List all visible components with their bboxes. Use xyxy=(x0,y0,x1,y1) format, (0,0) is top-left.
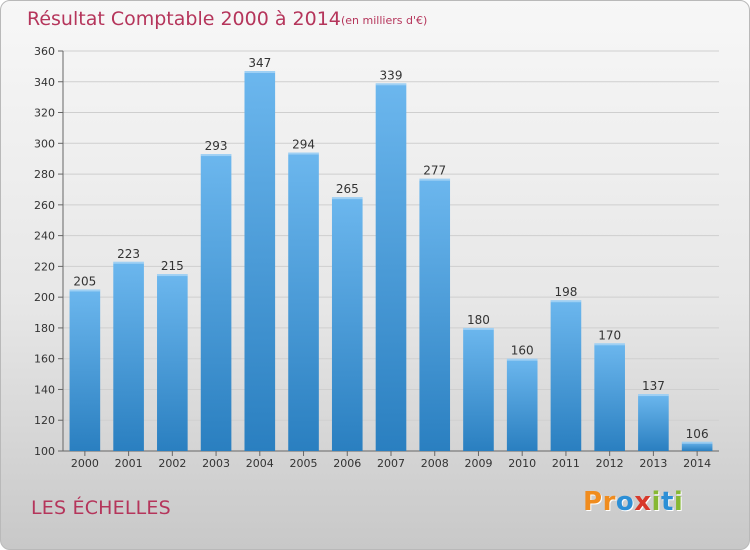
bar-highlight xyxy=(288,152,319,155)
bar-highlight xyxy=(69,289,101,292)
bar-2003[interactable] xyxy=(200,154,232,452)
data-label: 198 xyxy=(554,285,577,299)
bar-highlight xyxy=(157,274,188,277)
y-tick-label: 320 xyxy=(34,107,55,120)
y-tick-label: 100 xyxy=(34,445,55,458)
x-tick-label: 2004 xyxy=(246,457,274,470)
bar-highlight xyxy=(244,71,276,73)
y-tick-label: 120 xyxy=(34,414,55,427)
x-tick-label: 2008 xyxy=(421,457,449,470)
y-tick-label: 340 xyxy=(34,76,55,89)
bar-2009[interactable] xyxy=(463,327,494,451)
data-label: 223 xyxy=(117,247,140,261)
bar-2011[interactable] xyxy=(550,300,582,451)
y-tick-labels: 100 120 140 160 180 200 220 240 260 280 300 320 340 3… xyxy=(34,45,63,458)
bar-highlight xyxy=(550,300,582,303)
chart-title: Résultat Comptable 2000 à 2014 xyxy=(27,8,341,30)
bar-highlight xyxy=(463,327,494,330)
bar-highlight xyxy=(681,441,713,444)
data-label: 277 xyxy=(423,164,446,178)
data-label: 265 xyxy=(336,182,359,196)
chart-unit: (en milliers d'€) xyxy=(341,14,428,27)
x-tick-label: 2014 xyxy=(683,457,711,470)
y-tick-label: 280 xyxy=(34,168,55,181)
bar-2001[interactable] xyxy=(113,261,144,451)
x-tick-label: 2005 xyxy=(290,457,318,470)
y-tick-label: 360 xyxy=(34,45,55,58)
x-tick-label: 2001 xyxy=(115,457,143,470)
data-label: 106 xyxy=(686,427,709,441)
data-label: 180 xyxy=(467,313,490,327)
bar-highlight xyxy=(375,83,407,86)
bar-highlight xyxy=(419,178,451,181)
bar-highlight xyxy=(113,261,144,264)
data-label: 170 xyxy=(598,328,621,342)
bar-highlight xyxy=(638,394,669,397)
data-label: 294 xyxy=(292,138,315,152)
bar-2014[interactable] xyxy=(681,441,713,451)
bar-2006[interactable] xyxy=(331,197,363,451)
y-tick-label: 260 xyxy=(34,199,55,212)
bar-2013[interactable] xyxy=(638,394,669,451)
logo-letter: t xyxy=(660,487,674,517)
bar-highlight xyxy=(506,358,538,361)
x-tick-label: 2011 xyxy=(552,457,580,470)
bar-2002[interactable] xyxy=(157,274,188,451)
data-labels: 205 223 215 293 347 294 265 339 277 180 160 198 170 1… xyxy=(73,56,708,441)
town-name: LES ÉCHELLES xyxy=(31,497,171,519)
x-tick-label: 2012 xyxy=(596,457,624,470)
bar-2008[interactable] xyxy=(419,178,451,451)
logo-letter: x xyxy=(634,487,652,517)
bar-2007[interactable] xyxy=(375,83,407,452)
x-tick-label: 2009 xyxy=(464,457,492,470)
logo-letter: o xyxy=(615,487,635,517)
x-tick-labels: 2000 2001 2002 2003 2004 2005 2006 2007 2008 2009… xyxy=(71,451,711,470)
y-tick-label: 160 xyxy=(34,353,55,366)
bar-highlight xyxy=(331,197,363,200)
bars xyxy=(69,71,713,452)
x-tick-label: 2010 xyxy=(508,457,536,470)
y-tick-label: 240 xyxy=(34,230,55,243)
y-tick-label: 300 xyxy=(34,137,55,150)
bar-2000[interactable] xyxy=(69,289,101,451)
bar-2012[interactable] xyxy=(594,343,625,451)
data-label: 339 xyxy=(380,68,403,82)
x-tick-label: 2002 xyxy=(158,457,186,470)
bar-2010[interactable] xyxy=(506,358,538,451)
bar-highlight xyxy=(594,343,625,346)
y-tick-label: 220 xyxy=(34,260,55,273)
data-label: 137 xyxy=(642,379,665,393)
logo-letter: i xyxy=(651,487,661,517)
proxiti-logo[interactable]: Proxiti xyxy=(583,487,683,517)
data-label: 205 xyxy=(73,274,96,288)
y-tick-label: 180 xyxy=(34,322,55,335)
x-tick-label: 2003 xyxy=(202,457,230,470)
logo-letter: r xyxy=(602,487,616,517)
y-tick-label: 200 xyxy=(34,291,55,304)
x-tick-label: 2000 xyxy=(71,457,99,470)
bar-2004[interactable] xyxy=(244,71,276,451)
logo-letter: P xyxy=(583,487,603,517)
data-label: 160 xyxy=(511,344,534,358)
data-label: 293 xyxy=(205,139,228,153)
data-label: 215 xyxy=(161,259,184,273)
data-label: 347 xyxy=(248,56,271,70)
bar-highlight xyxy=(200,154,232,157)
bar-2005[interactable] xyxy=(288,152,319,452)
x-tick-label: 2006 xyxy=(333,457,361,470)
x-tick-label: 2007 xyxy=(377,457,405,470)
y-tick-label: 140 xyxy=(34,383,55,396)
logo-letter: i xyxy=(673,487,684,517)
x-tick-label: 2013 xyxy=(639,457,667,470)
